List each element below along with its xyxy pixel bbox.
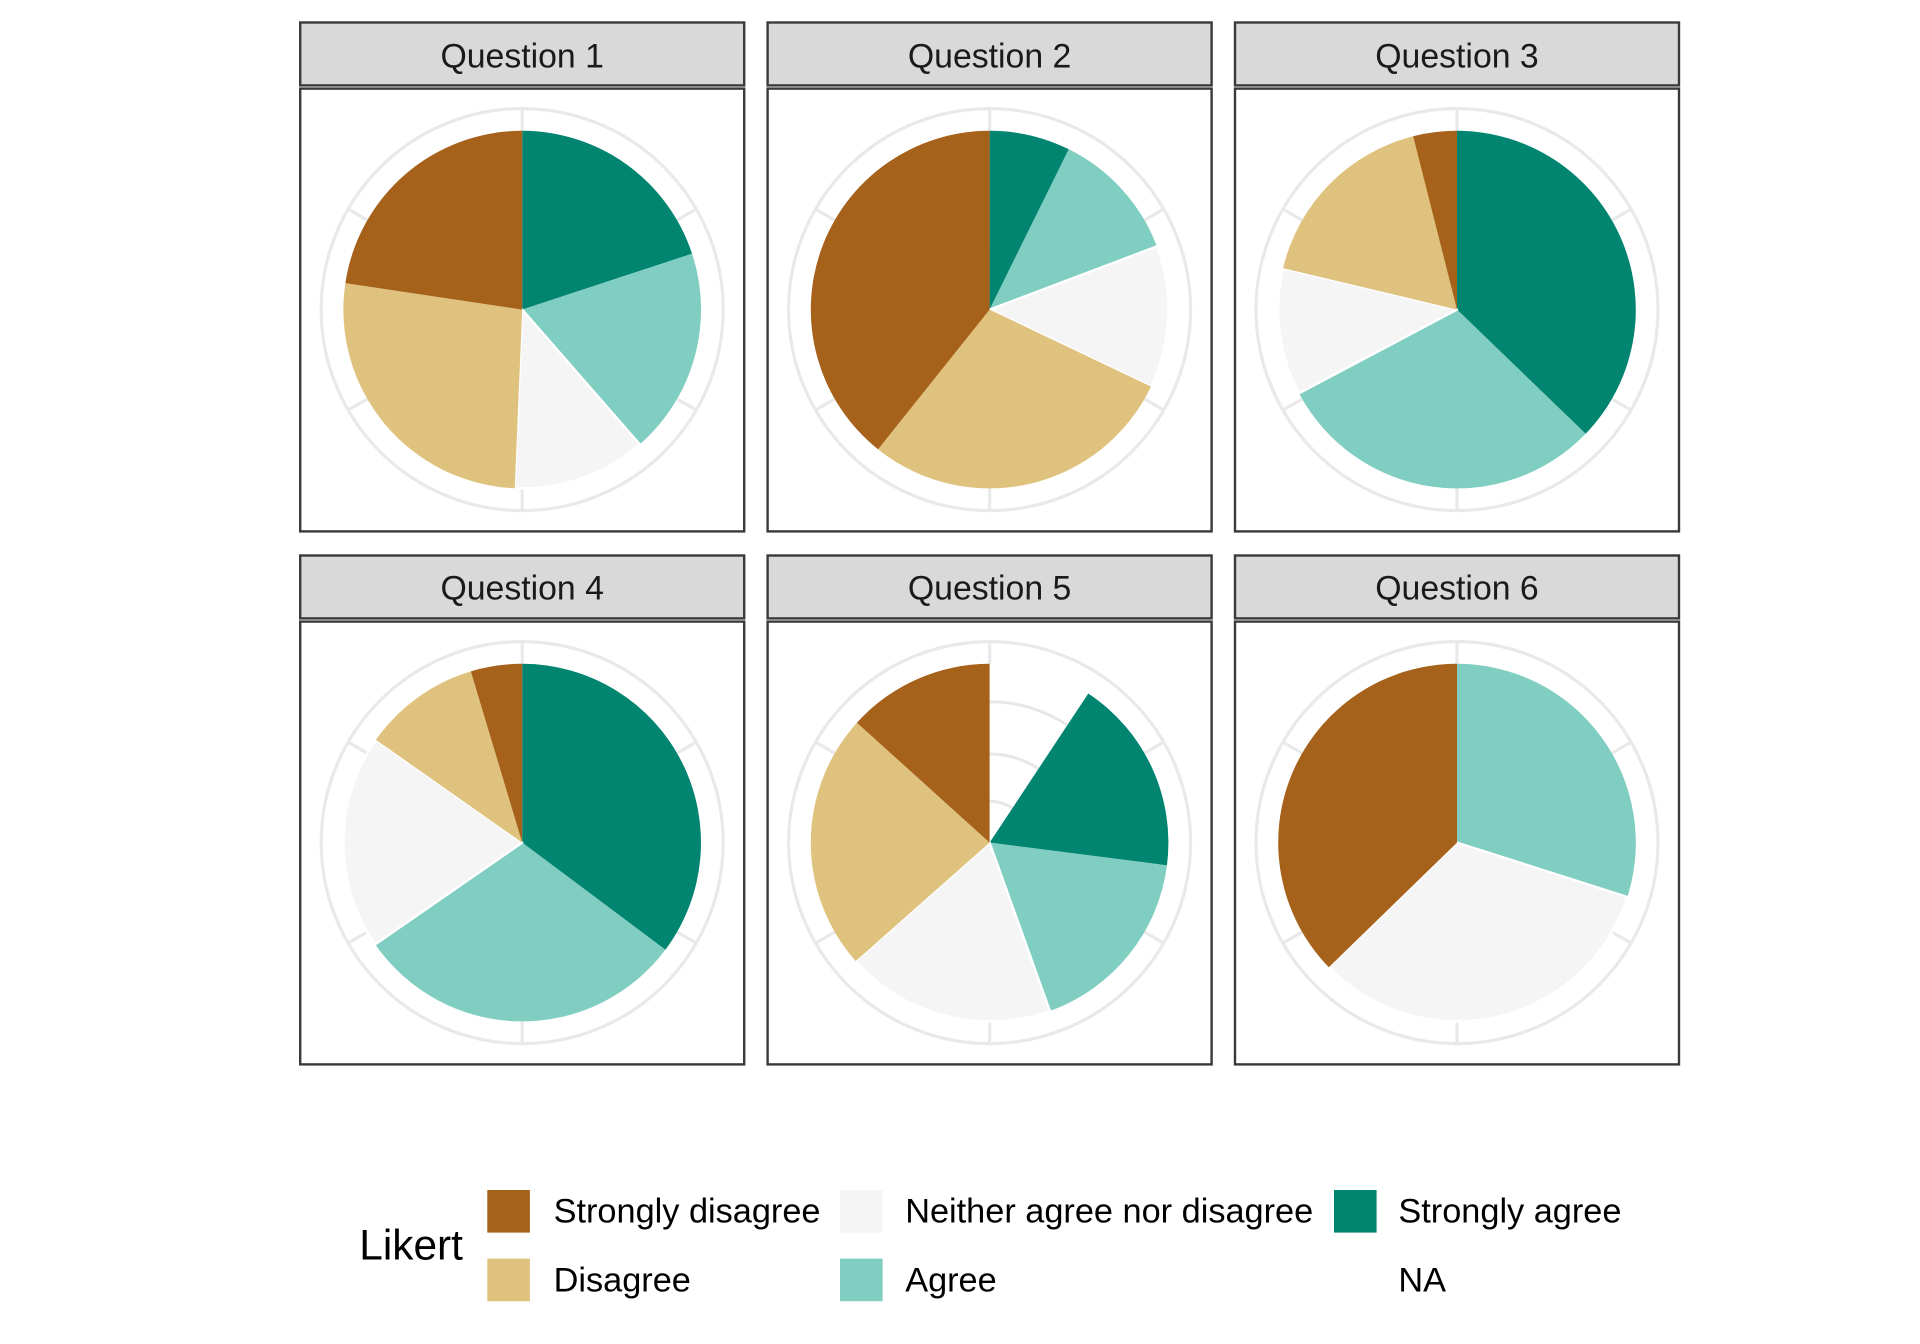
svg-text:Strongly disagree: Strongly disagree bbox=[554, 1192, 821, 1230]
svg-text:Agree: Agree bbox=[905, 1261, 997, 1299]
svg-text:Question 2: Question 2 bbox=[908, 37, 1071, 75]
svg-text:Neither agree nor disagree: Neither agree nor disagree bbox=[905, 1192, 1313, 1230]
svg-text:Disagree: Disagree bbox=[554, 1261, 691, 1299]
svg-text:Question 1: Question 1 bbox=[440, 37, 603, 75]
svg-text:NA: NA bbox=[1398, 1261, 1446, 1299]
svg-text:Question 6: Question 6 bbox=[1375, 570, 1538, 608]
svg-text:Question 3: Question 3 bbox=[1375, 37, 1538, 75]
svg-text:Likert: Likert bbox=[359, 1221, 463, 1268]
svg-text:Question 5: Question 5 bbox=[908, 570, 1071, 608]
svg-text:Question 4: Question 4 bbox=[440, 570, 603, 608]
svg-text:Strongly agree: Strongly agree bbox=[1398, 1192, 1621, 1230]
